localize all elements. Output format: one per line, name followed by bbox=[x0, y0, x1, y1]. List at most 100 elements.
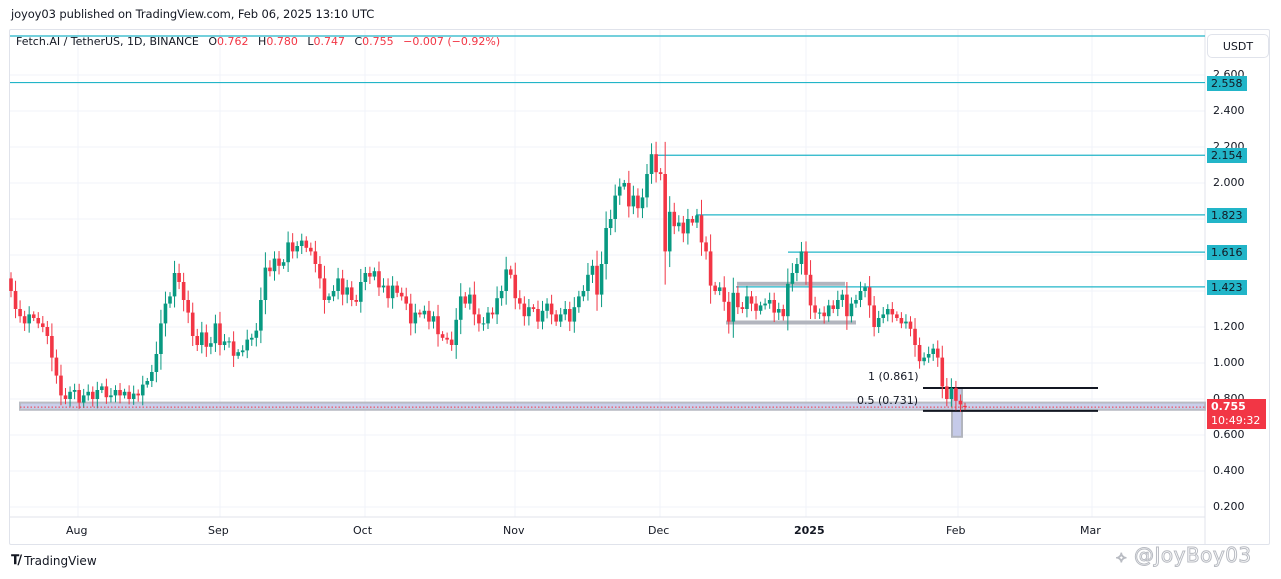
candle-body bbox=[867, 287, 872, 306]
high-value: 0.780 bbox=[266, 35, 298, 48]
candle-body bbox=[813, 305, 817, 313]
candle-body bbox=[726, 301, 731, 322]
candle-body bbox=[168, 296, 172, 304]
candle-body bbox=[77, 390, 81, 403]
candle-body bbox=[468, 294, 472, 304]
candle-body bbox=[958, 400, 963, 405]
candle-body bbox=[404, 296, 409, 304]
time-tick-label: Oct bbox=[353, 524, 373, 537]
candle-body bbox=[863, 287, 867, 291]
currency-button[interactable]: USDT bbox=[1207, 34, 1269, 58]
level-price-tag: 1.423 bbox=[1207, 279, 1247, 295]
candle-body bbox=[118, 390, 122, 396]
candle-body bbox=[854, 300, 858, 304]
level-price-tag: 2.154 bbox=[1207, 148, 1247, 164]
price-tick-label: 1.000 bbox=[1213, 356, 1245, 369]
candle-body bbox=[776, 309, 781, 313]
candle-body bbox=[849, 303, 854, 317]
candle-body bbox=[713, 285, 717, 291]
candle-body bbox=[209, 343, 213, 347]
publish-info: joyoy03 published on TradingView.com, Fe… bbox=[11, 7, 375, 21]
candle-body bbox=[690, 219, 695, 223]
candle-body bbox=[658, 172, 663, 174]
candle-body bbox=[54, 357, 59, 376]
candle-body bbox=[872, 305, 876, 327]
candle-body bbox=[386, 285, 390, 299]
candle-body bbox=[513, 274, 518, 299]
candle-body bbox=[422, 310, 427, 315]
candle-body bbox=[722, 287, 727, 302]
candle-body bbox=[113, 390, 118, 396]
candle-body bbox=[799, 251, 804, 264]
symbol-legend: Fetch.AI / TetherUS, 1D, BINANCE O0.762 … bbox=[16, 35, 500, 48]
candle-body bbox=[345, 287, 349, 295]
candle-body bbox=[458, 296, 463, 320]
candle-body bbox=[222, 341, 227, 345]
candle-body bbox=[100, 386, 104, 390]
candle-body bbox=[109, 395, 113, 398]
price-tick-label: 2.000 bbox=[1213, 176, 1245, 189]
candle-body bbox=[781, 309, 786, 317]
high-label: H bbox=[258, 35, 267, 48]
candle-body bbox=[790, 273, 795, 284]
candle-body bbox=[963, 405, 967, 408]
candle-body bbox=[949, 388, 954, 399]
candle-body bbox=[236, 352, 240, 356]
candle-body bbox=[68, 391, 72, 399]
candle-body bbox=[617, 186, 622, 196]
candle-body bbox=[41, 323, 45, 327]
range-bottom-zone bbox=[726, 320, 856, 325]
candle-body bbox=[876, 318, 881, 327]
candle-body bbox=[667, 211, 672, 252]
candle-body bbox=[327, 296, 331, 300]
candle-body bbox=[954, 388, 958, 401]
candle-body bbox=[59, 375, 63, 396]
time-tick-label: Nov bbox=[503, 524, 525, 537]
tradingview-logo-icon: 𝐓∕ bbox=[11, 553, 22, 568]
candle-body bbox=[549, 303, 554, 315]
candle-body bbox=[508, 269, 513, 275]
candle-body bbox=[240, 350, 245, 353]
candle-body bbox=[104, 386, 109, 398]
candle-body bbox=[63, 395, 68, 399]
candle-body bbox=[427, 310, 431, 322]
candle-body bbox=[554, 314, 558, 322]
tradingview-brand[interactable]: 𝐓∕ TradingView bbox=[11, 553, 97, 568]
brand-name: TradingView bbox=[24, 553, 97, 568]
candle-body bbox=[181, 282, 186, 300]
candle-body bbox=[795, 264, 799, 273]
candle-body bbox=[518, 298, 522, 304]
candle-body bbox=[504, 269, 508, 291]
open-value: 0.762 bbox=[217, 35, 249, 48]
candle-body bbox=[477, 314, 481, 324]
candle-body bbox=[295, 246, 299, 252]
candle-body bbox=[926, 354, 931, 358]
candle-body bbox=[313, 251, 318, 264]
candle-body bbox=[227, 341, 231, 343]
candle-body bbox=[304, 240, 309, 248]
candle-body bbox=[881, 314, 886, 318]
candle-body bbox=[9, 278, 13, 291]
price-tick-label: 0.400 bbox=[1213, 464, 1245, 477]
candle-body bbox=[259, 300, 263, 331]
candle-body bbox=[740, 307, 745, 309]
candle-body bbox=[486, 312, 490, 324]
candle-body bbox=[536, 309, 540, 322]
candle-body bbox=[527, 307, 531, 317]
price-tick-label: 1.200 bbox=[1213, 320, 1245, 333]
candle-body bbox=[45, 327, 50, 336]
candle-body bbox=[395, 285, 399, 293]
fib-level-1-label: 1 (0.861) bbox=[868, 370, 919, 383]
candle-body bbox=[286, 242, 290, 263]
candle-body bbox=[454, 319, 458, 345]
price-tick-label: 0.600 bbox=[1213, 428, 1245, 441]
time-tick-label: Sep bbox=[208, 524, 229, 537]
candle-body bbox=[558, 314, 563, 322]
candle-body bbox=[322, 278, 327, 300]
candle-body bbox=[272, 258, 277, 272]
candle-body bbox=[336, 278, 340, 291]
candle-body bbox=[22, 316, 27, 324]
candle-body bbox=[717, 287, 722, 291]
candle-body bbox=[13, 291, 18, 309]
